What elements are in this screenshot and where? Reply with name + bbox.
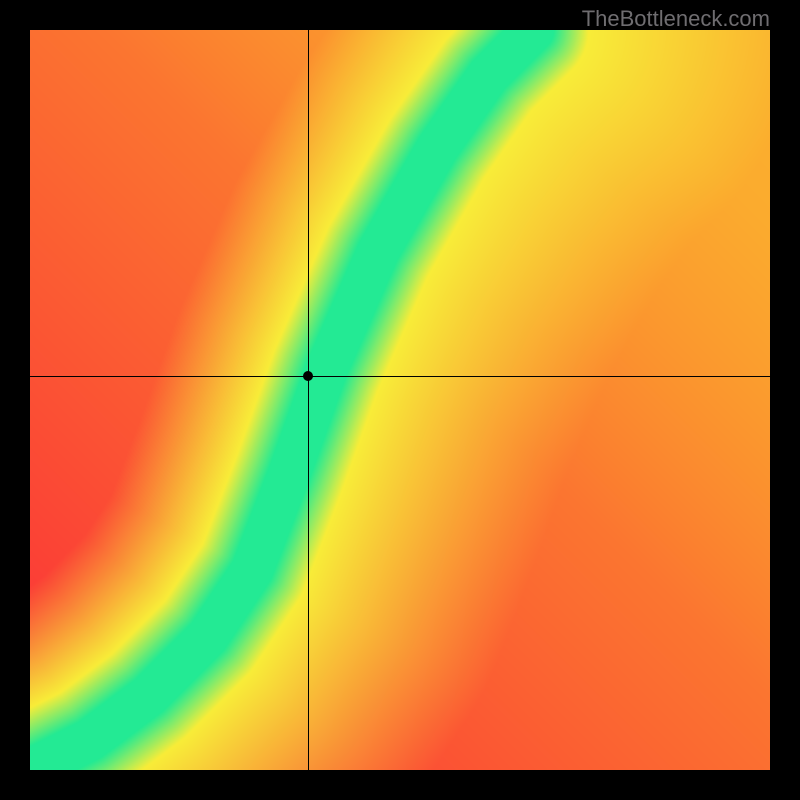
crosshair-horizontal [30, 376, 770, 377]
crosshair-marker [303, 371, 313, 381]
crosshair-vertical [308, 30, 309, 770]
plot-area [30, 30, 770, 770]
heatmap-canvas [30, 30, 770, 770]
watermark-text: TheBottleneck.com [582, 6, 770, 32]
chart-container: TheBottleneck.com [0, 0, 800, 800]
